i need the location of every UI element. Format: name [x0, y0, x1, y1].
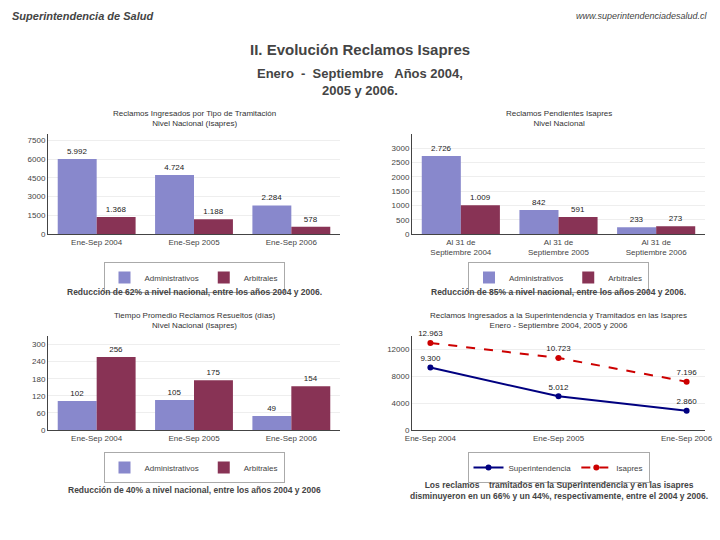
svg-text:842: 842	[532, 198, 546, 207]
svg-text:2.726: 2.726	[431, 144, 452, 153]
svg-text:1500: 1500	[28, 211, 46, 220]
svg-text:Reducción de 85% a nivel nacio: Reducción de 85% a nivel nacional, entre…	[431, 287, 686, 297]
svg-text:1.009: 1.009	[470, 193, 491, 202]
svg-text:8000: 8000	[392, 372, 410, 381]
svg-text:578: 578	[304, 215, 318, 224]
svg-text:300: 300	[32, 340, 46, 349]
svg-text:4000: 4000	[392, 399, 410, 408]
svg-text:2500: 2500	[392, 158, 410, 167]
svg-text:3000: 3000	[28, 192, 46, 201]
svg-text:Reclamos Ingresados a la Super: Reclamos Ingresados a la Superintendenci…	[430, 311, 687, 330]
svg-text:256: 256	[109, 345, 123, 354]
svg-text:3000: 3000	[392, 144, 410, 153]
svg-text:Ene-Sep 2004: Ene-Sep 2004	[71, 434, 123, 443]
svg-text:Al 31 deSeptiembre 2006: Al 31 deSeptiembre 2006	[626, 238, 687, 257]
svg-text:Arbitrales: Arbitrales	[244, 464, 278, 473]
svg-text:Los reclamos tramitados en: Los reclamos tramitados en la Superinten…	[410, 480, 708, 501]
svg-text:102: 102	[70, 389, 84, 398]
svg-text:Ene-Sep 2004: Ene-Sep 2004	[405, 434, 457, 443]
svg-text:273: 273	[669, 214, 683, 223]
svg-text:105: 105	[168, 388, 182, 397]
svg-text:9.300: 9.300	[420, 354, 441, 363]
svg-text:Reducción de 62% a nivel nacio: Reducción de 62% a nivel nacional, entre…	[67, 287, 322, 297]
svg-text:500: 500	[396, 216, 410, 225]
svg-text:12000: 12000	[387, 345, 410, 354]
svg-text:Ene-Sep 2005: Ene-Sep 2005	[168, 434, 220, 443]
svg-text:240: 240	[32, 357, 46, 366]
svg-text:1.188: 1.188	[203, 207, 224, 216]
svg-text:120: 120	[32, 392, 46, 401]
svg-text:Reducción de 40% a nivel nacio: Reducción de 40% a nivel nacional, entre…	[68, 485, 321, 495]
svg-text:Arbitrales: Arbitrales	[244, 274, 278, 283]
svg-text:Administrativos: Administrativos	[509, 274, 563, 283]
svg-text:2.284: 2.284	[262, 193, 283, 202]
svg-text:Ene-Sep 2006: Ene-Sep 2006	[661, 434, 713, 443]
svg-text:Al 31 deSeptiembre 2005: Al 31 deSeptiembre 2005	[528, 238, 589, 257]
svg-text:591: 591	[571, 205, 585, 214]
svg-text:154: 154	[304, 374, 318, 383]
svg-text:Ene-Sep 2006: Ene-Sep 2006	[266, 238, 318, 247]
svg-text:Ene-Sep 2005: Ene-Sep 2005	[168, 238, 220, 247]
svg-text:180: 180	[32, 375, 46, 384]
svg-text:5.012: 5.012	[548, 383, 569, 392]
svg-text:2.860: 2.860	[677, 397, 698, 406]
svg-text:Enero - Septiembre Años 20: Enero - Septiembre Años 2004,2005 y 2006…	[257, 66, 463, 98]
svg-text:4.724: 4.724	[164, 163, 185, 172]
svg-text:Ene-Sep 2005: Ene-Sep 2005	[533, 434, 585, 443]
svg-text:1.368: 1.368	[106, 205, 127, 214]
svg-text:0: 0	[41, 230, 46, 239]
svg-text:49: 49	[267, 404, 276, 413]
svg-text:Administrativos: Administrativos	[145, 464, 199, 473]
svg-text:Superintendencia de Salud: Superintendencia de Salud	[12, 10, 153, 22]
svg-text:10.723: 10.723	[546, 344, 571, 353]
svg-text:Al 31 deSeptiembre 2004: Al 31 deSeptiembre 2004	[430, 238, 491, 257]
svg-text:1000: 1000	[392, 201, 410, 210]
svg-text:Ene-Sep 2006: Ene-Sep 2006	[266, 434, 318, 443]
svg-text:Tiempo Promedio Reclamos Resue: Tiempo Promedio Reclamos Resueltos (días…	[114, 311, 275, 330]
svg-text:Arbitrales: Arbitrales	[608, 274, 642, 283]
svg-text:60: 60	[36, 409, 45, 418]
svg-text:Administrativos: Administrativos	[145, 274, 199, 283]
svg-text:233: 233	[630, 215, 644, 224]
svg-text:6000: 6000	[28, 155, 46, 164]
svg-text:II. Evolución Reclamos Isapres: II. Evolución Reclamos Isapres	[250, 41, 470, 58]
svg-text:0: 0	[405, 426, 410, 435]
svg-text:Superintendencia: Superintendencia	[509, 464, 572, 473]
svg-text:Ene-Sep 2004: Ene-Sep 2004	[71, 238, 123, 247]
svg-text:www.superintendenciadesalud.cl: www.superintendenciadesalud.cl	[576, 11, 708, 21]
svg-text:0: 0	[41, 426, 46, 435]
svg-text:4500: 4500	[28, 174, 46, 183]
svg-text:0: 0	[405, 230, 410, 239]
svg-text:175: 175	[207, 368, 221, 377]
svg-text:1500: 1500	[392, 187, 410, 196]
svg-text:5.992: 5.992	[67, 147, 88, 156]
svg-text:7500: 7500	[28, 136, 46, 145]
svg-text:Reclamos Pendientes IsapresNiv: Reclamos Pendientes IsapresNivel Naciona…	[506, 109, 612, 128]
svg-text:Isapres: Isapres	[616, 464, 642, 473]
svg-text:12.963: 12.963	[418, 329, 443, 338]
svg-text:2000: 2000	[392, 173, 410, 182]
svg-text:7.196: 7.196	[677, 368, 698, 377]
svg-text:Reclamos Ingresados por Tipo d: Reclamos Ingresados por Tipo de Tramitac…	[113, 109, 276, 128]
